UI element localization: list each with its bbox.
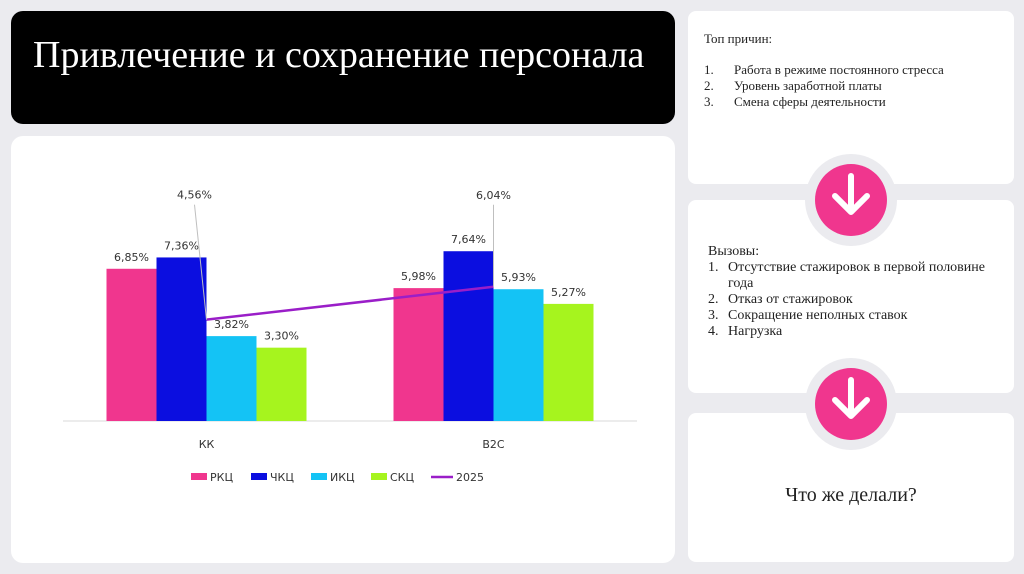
bar [443, 251, 494, 421]
reasons-list: 1. Работа в режиме постоянного стресса 2.… [704, 62, 998, 110]
bar [106, 268, 157, 421]
list-item: 4. Нагрузка [708, 324, 992, 340]
legend-swatch [191, 473, 207, 480]
bar [156, 257, 207, 421]
bar [493, 289, 544, 421]
legend-label: РКЦ [210, 471, 233, 484]
list-item-text: Отсутствие стажировок в первой половине … [728, 260, 985, 291]
list-item-number: 4. [708, 324, 719, 339]
list-item-number: 3. [708, 308, 719, 323]
x-tick-label: B2C [482, 438, 505, 451]
list-item-number: 1. [704, 62, 714, 77]
series-line-2025 [206, 285, 494, 321]
legend-label: ЧКЦ [270, 471, 294, 484]
page-title: Привлечение и сохранение персонала [33, 34, 645, 76]
legend-label: 2025 [456, 471, 484, 484]
list-item-text: Нагрузка [728, 324, 783, 339]
list-item: 1. Работа в режиме постоянного стресса [704, 62, 998, 78]
arrow-down-badge [805, 358, 897, 450]
bar [256, 347, 307, 421]
chart-panel: 6,85% 7,36% 3,82% 3,30% КК 5,98% 7,64% 5,93% 5,2… [11, 136, 675, 563]
list-item-number: 1. [708, 260, 719, 275]
list-item-text: Смена сферы деятельности [734, 94, 886, 109]
challenges-list: 1. Отсутствие стажировок в первой половин… [708, 260, 992, 340]
bar [543, 303, 594, 421]
legend-swatch [311, 473, 327, 480]
list-item-text: Уровень заработной платы [734, 78, 882, 93]
bar [206, 336, 257, 421]
list-item-number: 3. [704, 94, 714, 109]
list-item: 3. Смена сферы деятельности [704, 94, 998, 110]
x-tick-label: КК [199, 438, 215, 451]
title-banner: Привлечение и сохранение персонала [11, 11, 675, 124]
challenges-heading: Вызовы: [708, 244, 760, 259]
bar-data-label: 3,82% [214, 318, 249, 331]
reasons-heading: Топ причин: [704, 31, 773, 46]
legend-swatch [371, 473, 387, 480]
list-item: 2. Отказ от стажировок [708, 292, 992, 308]
bar-chart: 6,85% 7,36% 3,82% 3,30% КК 5,98% 7,64% 5,93% 5,2… [63, 189, 637, 484]
list-item: 3. Сокращение неполных ставок [708, 308, 992, 324]
line-data-label: 4,56% [177, 189, 212, 202]
legend-label: СКЦ [390, 471, 414, 484]
question-text: Что же делали? [785, 484, 917, 506]
bar-data-label: 7,36% [164, 239, 199, 252]
bar-data-label: 3,30% [264, 330, 299, 343]
line-data-label: 6,04% [476, 189, 511, 202]
list-item: 2. Уровень заработной платы [704, 78, 998, 94]
legend-label: ИКЦ [330, 471, 355, 484]
legend-swatch [251, 473, 267, 480]
reasons-card: Топ причин: 1. Работа в режиме постоянног… [688, 11, 1014, 184]
bar-data-label: 5,98% [401, 270, 436, 283]
list-item-number: 2. [708, 292, 719, 307]
bar-data-label: 6,85% [114, 251, 149, 264]
list-item-number: 2. [704, 78, 714, 93]
arrow-down-icon [832, 173, 870, 215]
arrow-down-icon [832, 377, 870, 419]
bar-data-label: 5,27% [551, 286, 586, 299]
list-item-text: Сокращение неполных ставок [728, 308, 908, 323]
bar [393, 288, 444, 421]
list-item-text: Работа в режиме постоянного стресса [734, 62, 944, 77]
arrow-down-badge [805, 154, 897, 246]
bar-data-label: 5,93% [501, 271, 536, 284]
line-label-leader [194, 204, 207, 320]
bar-data-label: 7,64% [451, 233, 486, 246]
list-item-text: Отказ от стажировок [728, 292, 853, 307]
list-item: 1. Отсутствие стажировок в первой половин… [708, 260, 992, 292]
